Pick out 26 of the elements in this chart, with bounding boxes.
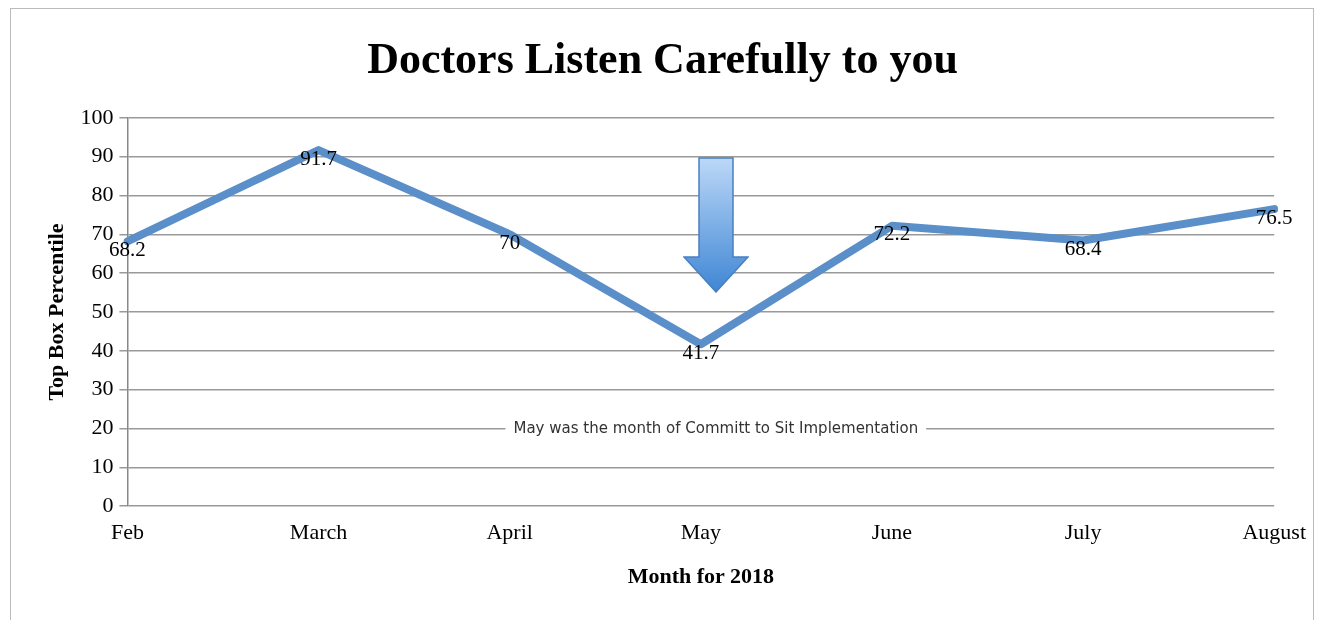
y-tick-label: 30	[91, 375, 114, 401]
annotation: May was the month of Committ to Sit Implementation	[513, 419, 919, 438]
data-label: 68.4	[1064, 236, 1102, 261]
y-tick-label: 20	[91, 414, 114, 440]
y-tick-label: 50	[91, 297, 114, 323]
y-tick-label: 80	[91, 181, 114, 207]
data-label: 91.7	[300, 145, 337, 170]
x-tick-label: June	[871, 519, 913, 545]
x-axis-title: Month for 2018	[627, 563, 774, 589]
y-tick-label: 10	[91, 453, 114, 479]
x-tick-label: July	[1064, 519, 1102, 545]
chart-title: Doctors Listen Carefully to you	[367, 33, 958, 83]
y-tick-label: 0	[102, 491, 114, 517]
data-label: 41.7	[682, 339, 720, 364]
data-label: 76.5	[1255, 204, 1293, 229]
x-tick-label: August	[1242, 519, 1306, 545]
y-tick-label: 40	[91, 336, 114, 362]
data-label: 72.2	[873, 221, 911, 246]
y-axis-title: Top Box Percentile	[42, 223, 68, 401]
x-tick-label: March	[289, 519, 348, 545]
x-tick-label: May	[680, 519, 721, 545]
y-tick-label: 100	[80, 103, 114, 129]
y-tick-label: 60	[91, 258, 114, 284]
y-tick-label: 90	[91, 142, 114, 168]
x-tick-label: April	[486, 519, 533, 545]
x-tick-label: Feb	[110, 519, 144, 545]
